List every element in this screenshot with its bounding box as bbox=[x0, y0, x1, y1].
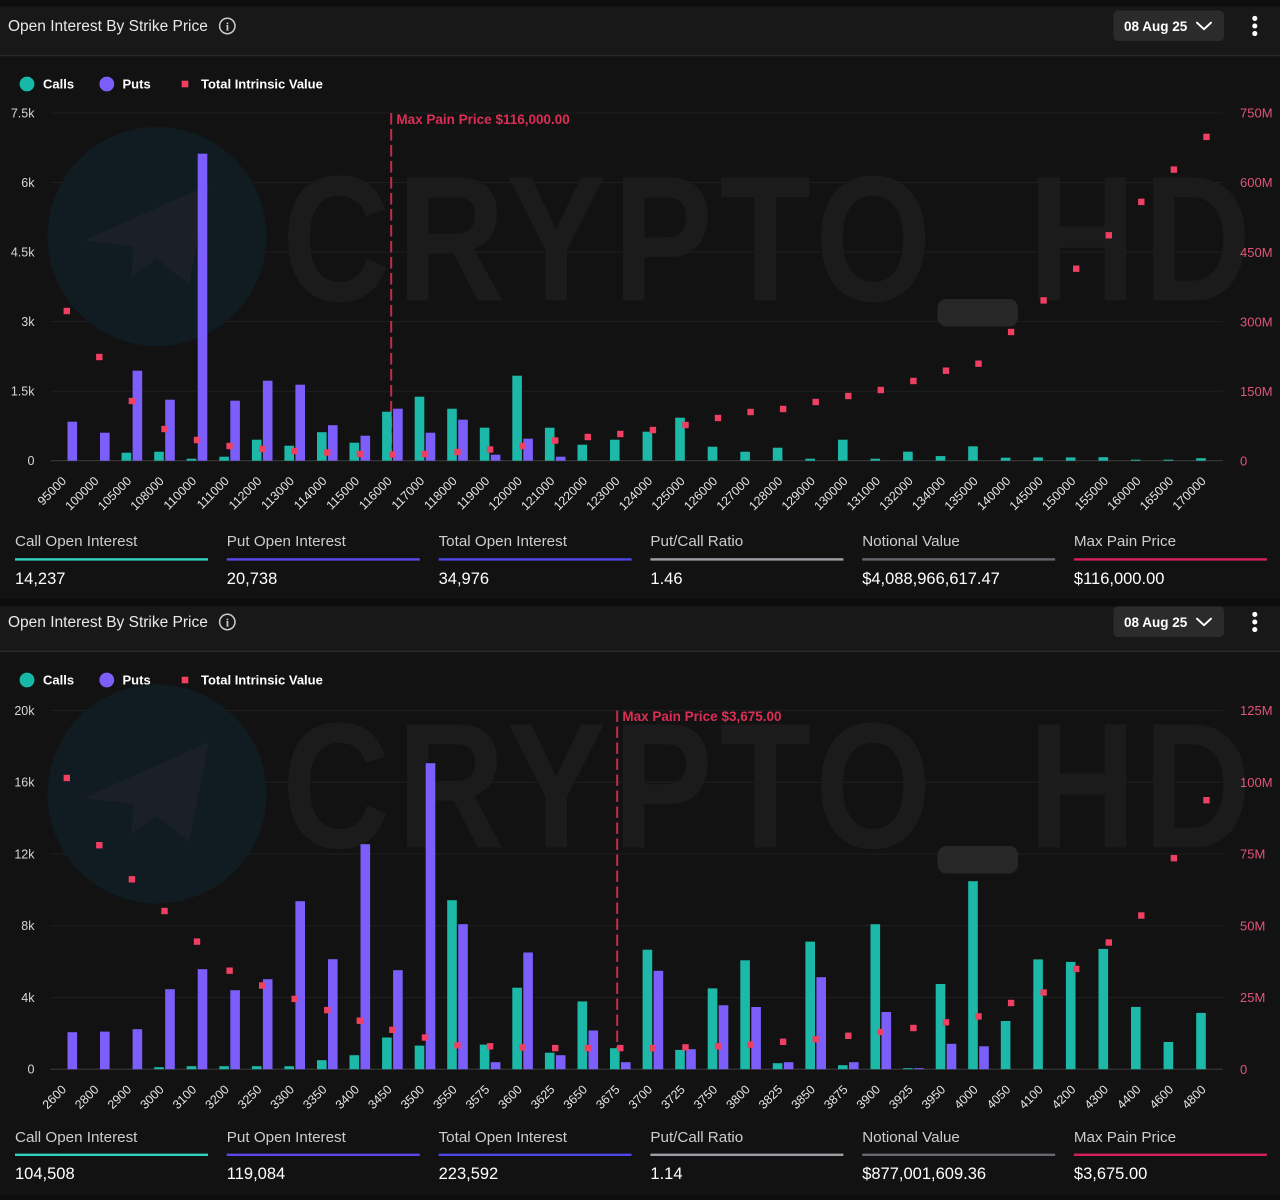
svg-text:1.46: 1.46 bbox=[650, 570, 682, 588]
svg-text:Max Pain Price: Max Pain Price bbox=[1074, 1129, 1176, 1146]
svg-text:50M: 50M bbox=[1240, 918, 1265, 933]
svg-text:Total Intrinsic Value: Total Intrinsic Value bbox=[201, 77, 323, 92]
svg-text:119,084: 119,084 bbox=[227, 1165, 285, 1183]
svg-text:Put/Call Ratio: Put/Call Ratio bbox=[650, 1129, 743, 1146]
svg-text:0: 0 bbox=[28, 1063, 35, 1077]
svg-text:8k: 8k bbox=[21, 919, 35, 933]
svg-text:08 Aug 25: 08 Aug 25 bbox=[1124, 19, 1188, 34]
svg-text:750M: 750M bbox=[1240, 106, 1273, 121]
svg-text:3k: 3k bbox=[21, 315, 35, 329]
svg-text:Open Interest By Strike Price: Open Interest By Strike Price bbox=[8, 18, 208, 35]
svg-text:Max Pain Price: Max Pain Price bbox=[1074, 533, 1176, 550]
svg-text:34,976: 34,976 bbox=[439, 570, 489, 588]
svg-text:Put Open Interest: Put Open Interest bbox=[227, 1129, 347, 1146]
svg-text:Put Open Interest: Put Open Interest bbox=[227, 533, 347, 550]
svg-text:4.5k: 4.5k bbox=[11, 246, 35, 260]
svg-text:125M: 125M bbox=[1240, 703, 1273, 718]
svg-text:Total Open Interest: Total Open Interest bbox=[439, 1129, 568, 1146]
svg-text:150M: 150M bbox=[1240, 384, 1273, 399]
svg-text:4k: 4k bbox=[21, 991, 35, 1005]
svg-text:75M: 75M bbox=[1240, 847, 1265, 862]
svg-text:CRYPTO_HD: CRYPTO_HD bbox=[282, 139, 1258, 339]
svg-text:$116,000.00: $116,000.00 bbox=[1074, 570, 1165, 588]
svg-text:Calls: Calls bbox=[43, 77, 74, 92]
svg-text:Call Open Interest: Call Open Interest bbox=[15, 533, 138, 550]
svg-text:08 Aug 25: 08 Aug 25 bbox=[1124, 615, 1188, 630]
svg-text:20k: 20k bbox=[14, 704, 35, 718]
svg-text:25M: 25M bbox=[1240, 990, 1265, 1005]
svg-text:300M: 300M bbox=[1240, 314, 1273, 329]
svg-text:Notional Value: Notional Value bbox=[862, 1129, 960, 1146]
svg-text:104,508: 104,508 bbox=[15, 1165, 75, 1183]
svg-text:Notional Value: Notional Value bbox=[862, 533, 960, 550]
svg-text:1.14: 1.14 bbox=[650, 1165, 682, 1183]
svg-text:20,738: 20,738 bbox=[227, 570, 277, 588]
svg-text:223,592: 223,592 bbox=[439, 1165, 499, 1183]
svg-text:450M: 450M bbox=[1240, 245, 1273, 260]
svg-text:Max Pain Price $116,000.00: Max Pain Price $116,000.00 bbox=[396, 112, 569, 127]
svg-text:Total Intrinsic Value: Total Intrinsic Value bbox=[201, 673, 323, 688]
svg-text:Open Interest By Strike Price: Open Interest By Strike Price bbox=[8, 614, 208, 631]
svg-text:1.5k: 1.5k bbox=[11, 385, 35, 399]
svg-text:14,237: 14,237 bbox=[15, 570, 65, 588]
svg-text:i: i bbox=[226, 615, 230, 629]
svg-text:Puts: Puts bbox=[123, 77, 151, 92]
svg-text:0: 0 bbox=[28, 454, 35, 468]
svg-text:0: 0 bbox=[1240, 1062, 1247, 1077]
svg-text:CRYPTO_HD: CRYPTO_HD bbox=[282, 686, 1258, 886]
svg-text:Call Open Interest: Call Open Interest bbox=[15, 1129, 138, 1146]
svg-text:600M: 600M bbox=[1240, 175, 1273, 190]
svg-text:i: i bbox=[226, 19, 230, 33]
svg-text:$4,088,966,617.47: $4,088,966,617.47 bbox=[862, 570, 1000, 588]
svg-text:7.5k: 7.5k bbox=[11, 107, 35, 121]
svg-text:100M: 100M bbox=[1240, 775, 1273, 790]
svg-text:0: 0 bbox=[1240, 453, 1247, 468]
svg-text:12k: 12k bbox=[14, 848, 35, 862]
svg-text:6k: 6k bbox=[21, 176, 35, 190]
svg-text:$877,001,609.36: $877,001,609.36 bbox=[862, 1165, 986, 1183]
svg-text:Calls: Calls bbox=[43, 673, 74, 688]
svg-text:Puts: Puts bbox=[123, 673, 151, 688]
svg-text:Put/Call Ratio: Put/Call Ratio bbox=[650, 533, 743, 550]
svg-text:$3,675.00: $3,675.00 bbox=[1074, 1165, 1147, 1183]
svg-text:Total Open Interest: Total Open Interest bbox=[439, 533, 568, 550]
svg-text:16k: 16k bbox=[14, 776, 35, 790]
svg-text:Max Pain Price $3,675.00: Max Pain Price $3,675.00 bbox=[622, 709, 781, 724]
